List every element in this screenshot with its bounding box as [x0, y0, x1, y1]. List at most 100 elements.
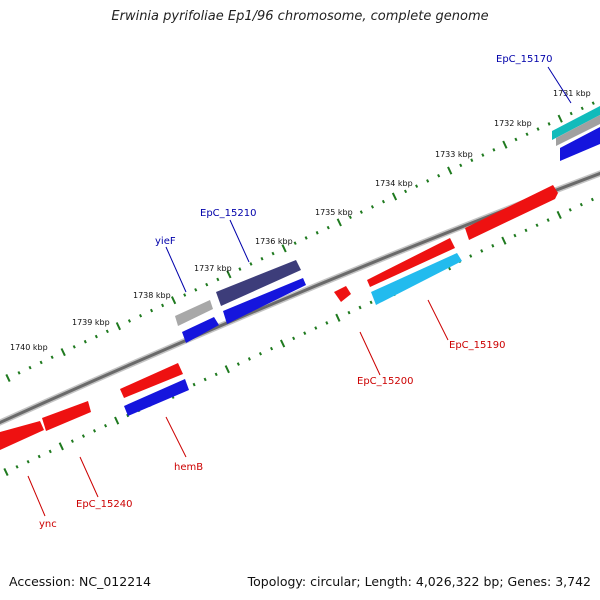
- leader-epc15170: [547, 66, 572, 104]
- leader-epc15210: [229, 219, 250, 263]
- scale-tick: [547, 122, 551, 126]
- scale-tick: [37, 454, 41, 459]
- kbp-label: 1735 kbp: [315, 208, 353, 217]
- tick-track-inner: [3, 197, 594, 477]
- gene-label-epc15190: EpC_15190: [449, 340, 505, 351]
- scale-tick: [325, 321, 329, 325]
- scale-tick: [192, 382, 196, 387]
- scale-tick: [26, 459, 30, 464]
- scale-tick: [535, 223, 539, 228]
- scale-tick: [470, 158, 474, 162]
- scale-tick: [403, 189, 408, 194]
- scale-tick: [590, 197, 594, 202]
- scale-tick: [579, 202, 583, 207]
- scale-tick: [205, 282, 209, 287]
- gene-label-epc15240: EpC_15240: [76, 499, 132, 510]
- scale-tick: [359, 210, 363, 214]
- gene-epc15170[interactable]: [552, 106, 600, 161]
- scale-tick: [224, 365, 230, 374]
- scale-tick: [480, 249, 484, 253]
- scale-tick: [580, 106, 584, 111]
- kbp-label: 1740 kbp: [10, 343, 48, 352]
- scale-tick: [138, 313, 143, 318]
- scale-tick: [226, 270, 232, 279]
- gene-label-epc15210: EpC_15210: [200, 208, 256, 219]
- scale-tick: [304, 236, 308, 240]
- scale-tick: [536, 127, 540, 131]
- scale-tick: [501, 236, 507, 245]
- scale-tick: [492, 148, 496, 152]
- scale-tick: [58, 442, 64, 451]
- scale-tick: [214, 372, 218, 377]
- leader-epc15190: [427, 299, 449, 341]
- gene-ync[interactable]: [0, 421, 44, 450]
- scale-tick: [81, 434, 86, 438]
- scale-tick: [358, 305, 362, 310]
- scale-tick: [50, 355, 54, 360]
- gene-label-epc15170: EpC_15170: [496, 54, 552, 65]
- scale-tick: [293, 241, 297, 245]
- scale-tick: [481, 153, 485, 157]
- gene-hemb[interactable]: [120, 363, 189, 416]
- scale-tick: [269, 346, 274, 351]
- scale-tick: [3, 467, 9, 477]
- scale-tick: [94, 334, 98, 339]
- scale-tick: [556, 210, 562, 220]
- kbp-label: 1734 kbp: [375, 179, 413, 188]
- scale-tick: [17, 371, 21, 375]
- genome-summary-text: Topology: circular; Length: 4,026,322 bp…: [247, 574, 591, 589]
- scale-tick: [336, 218, 342, 227]
- gene-epc15240[interactable]: [42, 401, 91, 431]
- scale-tick: [60, 348, 66, 357]
- scale-tick: [114, 416, 120, 425]
- leader-epc15200: [359, 331, 381, 376]
- scale-tick: [194, 288, 198, 292]
- scale-tick: [236, 362, 240, 366]
- scale-tick: [271, 251, 275, 256]
- gene-epc15200[interactable]: [334, 286, 351, 302]
- gene-epc15210[interactable]: [216, 260, 306, 324]
- scale-tick: [279, 339, 286, 348]
- chromosome-backbone: [0, 170, 600, 426]
- scale-tick: [238, 267, 242, 271]
- scale-tick: [437, 173, 441, 178]
- scale-tick: [260, 256, 264, 261]
- scale-tick: [569, 111, 573, 116]
- scale-tick: [70, 439, 74, 443]
- scale-tick: [72, 345, 76, 349]
- scale-tick: [292, 336, 296, 341]
- scale-tick: [447, 166, 453, 175]
- accession-text: Accession: NC_012214: [9, 574, 152, 589]
- scale-tick: [170, 296, 177, 305]
- leader-hemb: [165, 416, 187, 458]
- kbp-label: 1737 kbp: [194, 264, 232, 273]
- scale-tick: [381, 199, 386, 204]
- gene-yief[interactable]: [175, 300, 219, 343]
- scale-tick: [326, 225, 330, 230]
- scale-tick: [149, 308, 154, 313]
- scale-tick: [524, 228, 528, 233]
- kbp-label: 1732 kbp: [494, 119, 532, 128]
- scale-tick: [247, 357, 251, 361]
- scale-tick: [426, 179, 430, 183]
- leader-ync: [27, 475, 46, 517]
- scale-tick: [126, 413, 130, 418]
- scale-tick: [203, 377, 207, 382]
- scale-tick: [348, 215, 352, 220]
- kbp-label: 1738 kbp: [133, 291, 171, 300]
- scale-tick: [161, 303, 165, 308]
- scale-tick: [103, 423, 108, 428]
- map-title: Erwinia pyrifoliae Ep1/96 chromosome, co…: [111, 9, 489, 24]
- scale-tick: [183, 293, 187, 297]
- scale-tick: [281, 244, 287, 253]
- gene-label-ync: ync: [39, 519, 57, 530]
- scale-tick: [303, 331, 307, 336]
- scale-tick: [546, 218, 550, 222]
- gene-epc15190[interactable]: [367, 185, 558, 305]
- kbp-label: 1733 kbp: [435, 150, 473, 159]
- scale-tick: [39, 360, 43, 365]
- scale-tick: [459, 163, 463, 168]
- scale-tick: [347, 310, 351, 315]
- scale-tick: [568, 208, 572, 212]
